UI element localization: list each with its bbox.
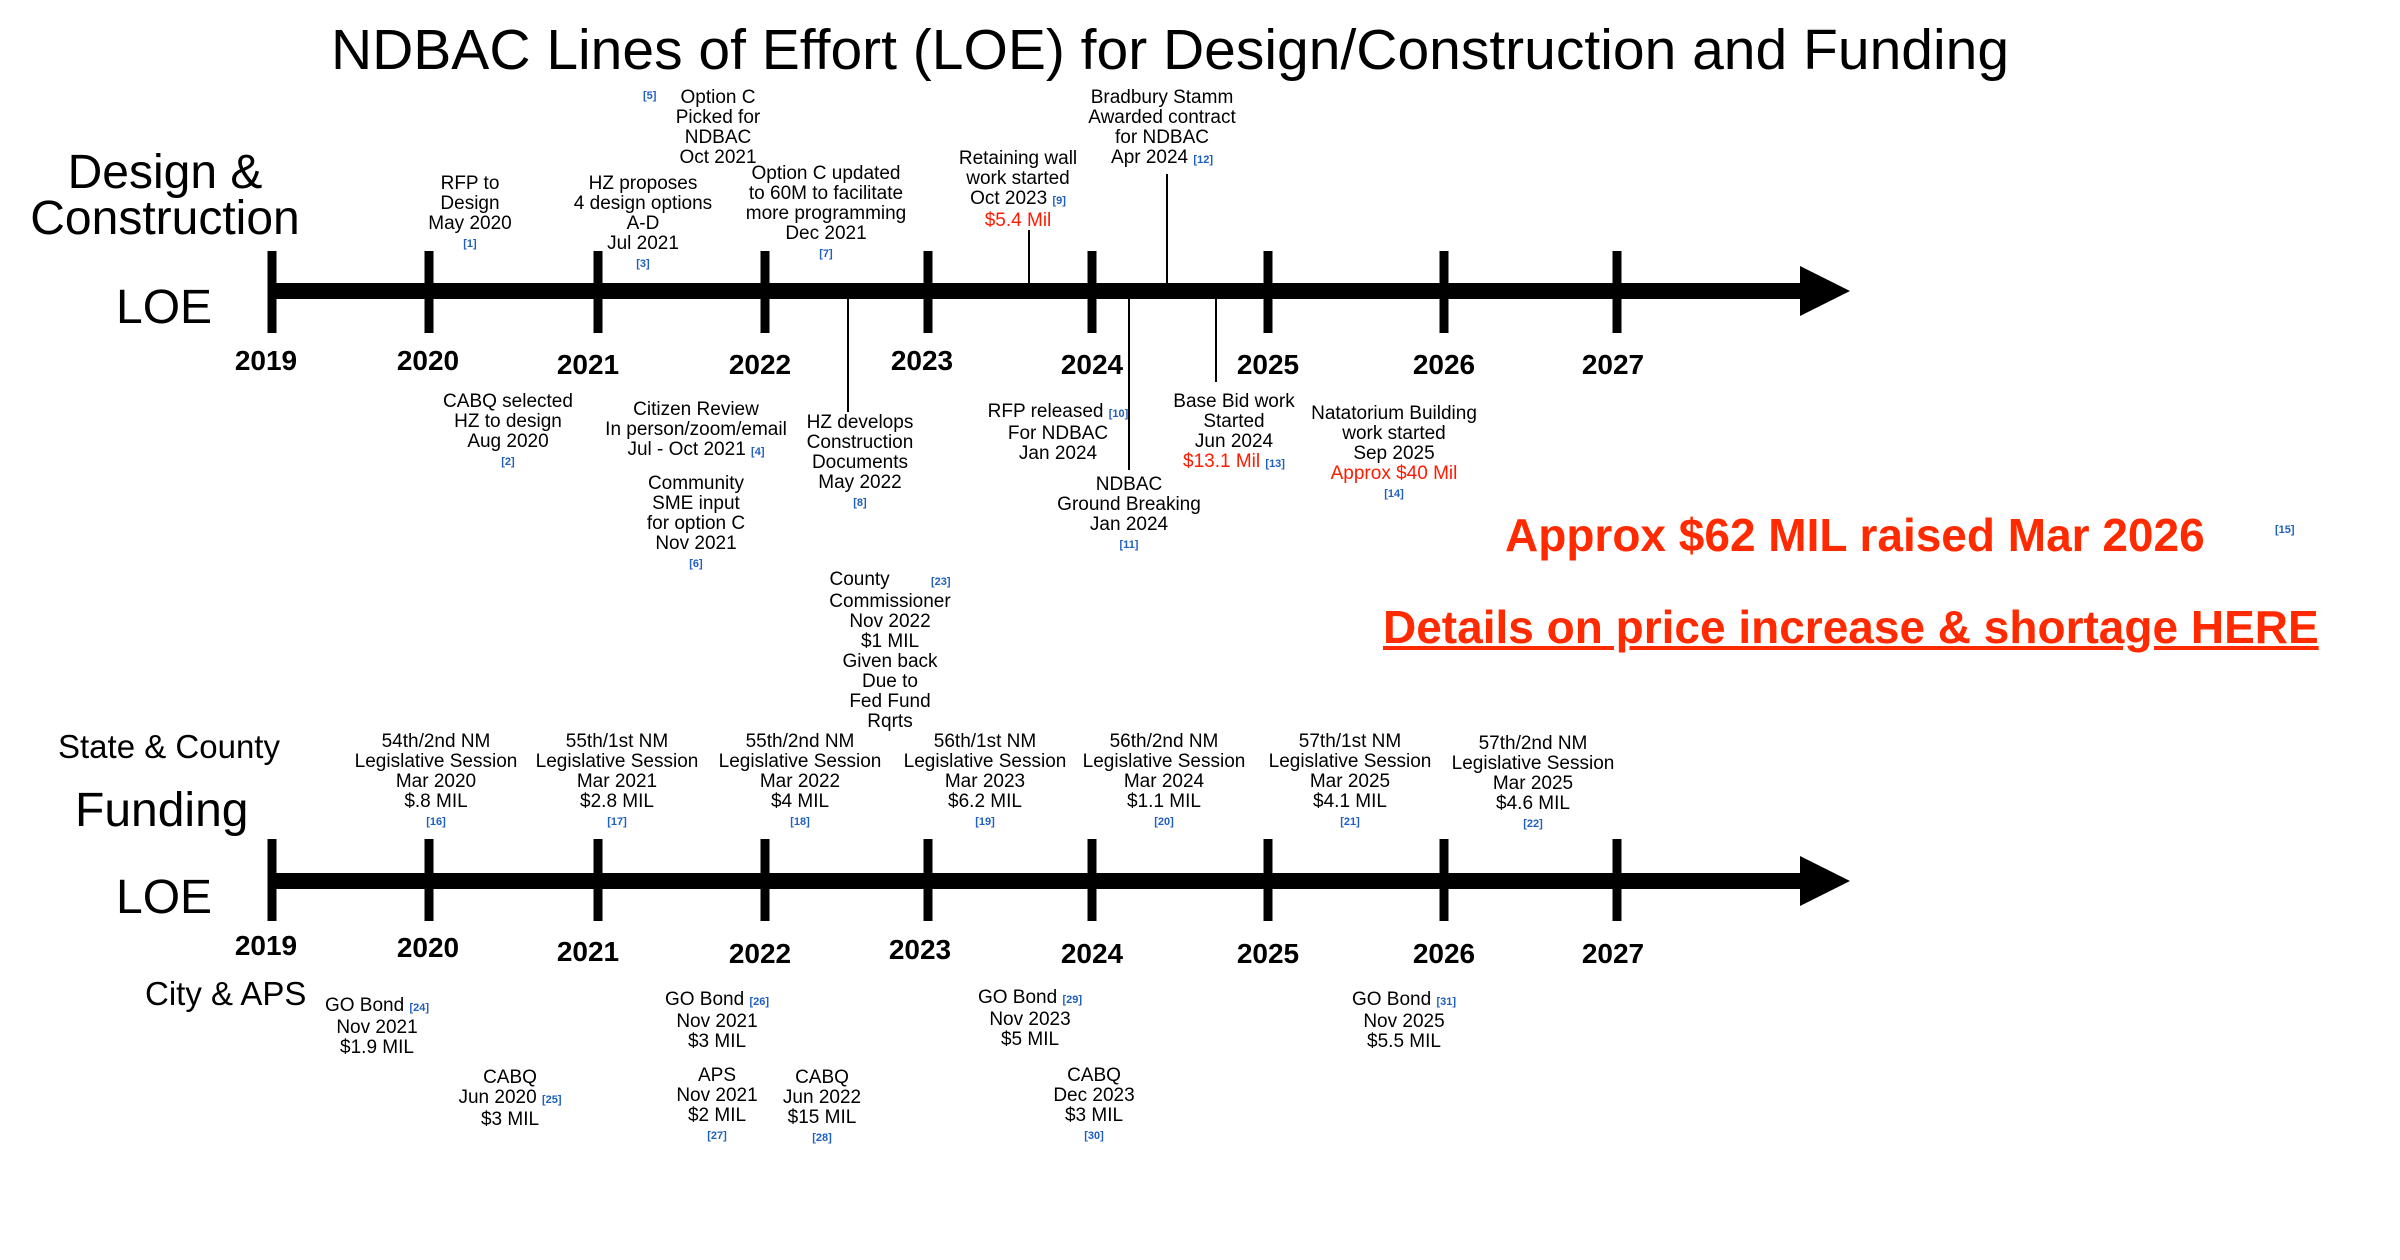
event-go-bond: GO Bond [31] Nov 2025 $5.5 MIL [1351,989,1457,1052]
event-go-bond: GO Bond [24] Nov 2021 $1.9 MIL [324,995,430,1058]
reference-link[interactable]: [23] [930,576,951,588]
details-link[interactable]: Details on price increase & shortage HER… [1383,601,2319,653]
event-option-c-picked: Option C Picked for NDBAC Oct 2021 [675,87,761,168]
event-state-session: 54th/2nd NM Legislative Session Mar 2020… [306,732,566,832]
event-bradbury-stamm: Bradbury Stamm Awarded contract for NDBA… [1088,87,1236,168]
reference-link[interactable]: [21] [1340,816,1360,828]
design-year-label: 2025 [1236,349,1300,380]
funding-year-label: 2024 [1060,938,1124,969]
reference-link[interactable]: [9] [1052,195,1066,207]
reference-link[interactable]: [31] [1436,996,1457,1008]
reference-link[interactable]: [8] [853,497,867,509]
event-state-session: 56th/1st NM Legislative Session Mar 2023… [855,732,1115,832]
reference-link[interactable]: [13] [1265,458,1285,470]
city-aps-label: City & APS [145,975,307,1012]
event-state-session: 57th/2nd NM Legislative Session Mar 2025… [1403,734,1663,834]
reference-link[interactable]: [29] [1062,994,1083,1006]
event-cabq-funding: CABQ Jun 2022 $15 MIL [28] [692,1068,952,1148]
funding-axis-ticks [267,839,1622,921]
reference-link[interactable]: [22] [1523,818,1543,830]
design-heading: Design & Construction [30,146,300,245]
cost-label: $13.1 Mil [1183,451,1261,472]
design-axis-ticks [267,251,1622,333]
funding-year-label: 2026 [1412,938,1476,969]
funding-year-label: 2022 [728,938,792,969]
state-county-label: State & County [58,728,280,765]
event-rfp-to-design: RFP to Design May 2020 [1] [340,174,600,254]
reference-link[interactable]: [14] [1384,488,1404,500]
cost-label: $5.4 Mil [984,210,1052,231]
event-cabq-selected: CABQ selected HZ to design Aug 2020 [2] [378,392,638,472]
design-year-label: 2024 [1060,349,1124,380]
reference-link[interactable]: [18] [790,816,810,828]
reference-link[interactable]: [1] [463,238,477,250]
event-retaining-wall: Retaining wall work started Oct 2023 [9]… [888,149,1148,231]
funding-heading: Funding [75,784,249,837]
reference-link[interactable]: [3] [636,258,650,270]
reference-link[interactable]: [16] [426,816,446,828]
event-state-session: 55th/1st NM Legislative Session Mar 2021… [487,732,747,832]
reference-link[interactable]: [15] [2275,524,2295,536]
event-state-session: 56th/2nd NM Legislative Session Mar 2024… [1034,732,1294,832]
total-raised-callout: Approx $62 MIL raised Mar 2026 [1505,509,2205,561]
design-year-label: 2026 [1412,349,1476,380]
event-aps-funding: APS Nov 2021 $2 MIL [27] [587,1066,847,1146]
reference-link[interactable]: [11] [1119,539,1139,551]
event-citizen-review: Citizen Review In person/zoom/email Jul … [605,399,787,460]
event-base-bid: Base Bid work Started Jun 2024 $13.1 Mil… [1173,391,1295,472]
funding-year-label: 2027 [1581,938,1645,969]
reference-link[interactable]: [12] [1193,154,1213,166]
funding-year-label: 2021 [556,936,620,967]
reference-link[interactable]: [30] [1084,1130,1104,1142]
funding-year-label: 2025 [1236,938,1300,969]
reference-link[interactable]: [6] [689,558,703,570]
event-rfp-released: RFP released [10] For NDBAC Jan 2024 [987,401,1129,464]
event-option-c-updated: Option C updated to 60M to facilitate mo… [696,164,956,264]
page-title: NDBAC Lines of Effort (LOE) for Design/C… [330,18,2010,82]
reference-link[interactable]: [27] [707,1130,727,1142]
design-year-label: 2020 [396,345,460,376]
event-state-session: 55th/2nd NM Legislative Session Mar 2022… [670,732,930,832]
reference-link[interactable]: [10] [1108,408,1129,420]
reference-link[interactable]: [17] [607,816,627,828]
event-community-sme: Community SME input for option C Nov 202… [566,474,826,574]
event-hz-proposes: HZ proposes 4 design options A-D Jul 202… [513,174,773,274]
event-state-session: 57th/1st NM Legislative Session Mar 2025… [1220,732,1480,832]
reference-link[interactable]: [20] [1154,816,1174,828]
reference-link[interactable]: [7] [819,248,833,260]
design-year-label: 2019 [234,345,298,376]
reference-link[interactable]: [24] [409,1002,430,1014]
event-hz-develops: HZ develops Construction Documents May 2… [730,413,990,513]
event-ground-breaking: NDBAC Ground Breaking Jan 2024 [11] [999,475,1259,555]
reference-link[interactable]: [4] [751,446,765,458]
funding-year-label: 2023 [888,934,952,965]
funding-loe-label: LOE [116,871,213,924]
event-natatorium: Natatorium Building work started Sep 202… [1264,404,1524,504]
reference-link[interactable]: [19] [975,816,995,828]
design-year-label: 2021 [556,349,620,380]
reference-link[interactable]: [26] [749,996,770,1008]
design-loe-label: LOE [116,281,213,334]
design-year-label: 2027 [1581,349,1645,380]
event-go-bond: GO Bond [26] Nov 2021 $3 MIL [664,989,770,1052]
event-cabq-funding: CABQ Jun 2020 [25] $3 MIL [458,1067,562,1130]
event-go-bond: GO Bond [29] Nov 2023 $5 MIL [977,987,1083,1050]
reference-link[interactable]: [28] [812,1132,832,1144]
design-year-label: 2022 [728,349,792,380]
funding-year-label: 2019 [234,930,298,961]
reference-link[interactable]: [5] [643,90,657,102]
cost-label: Approx $40 Mil [1330,463,1458,484]
design-axis-arrow [1800,266,1850,316]
event-cabq-funding: CABQ Dec 2023 $3 MIL [30] [964,1066,1224,1146]
design-year-label: 2023 [890,345,954,376]
funding-year-label: 2020 [396,932,460,963]
funding-axis-arrow [1800,856,1850,906]
event-county-commissioner: County [23] Commissioner Nov 2022 $1 MIL… [829,569,951,732]
reference-link[interactable]: [25] [541,1094,562,1106]
design-connectors [847,174,1217,470]
reference-link[interactable]: [2] [501,456,515,468]
